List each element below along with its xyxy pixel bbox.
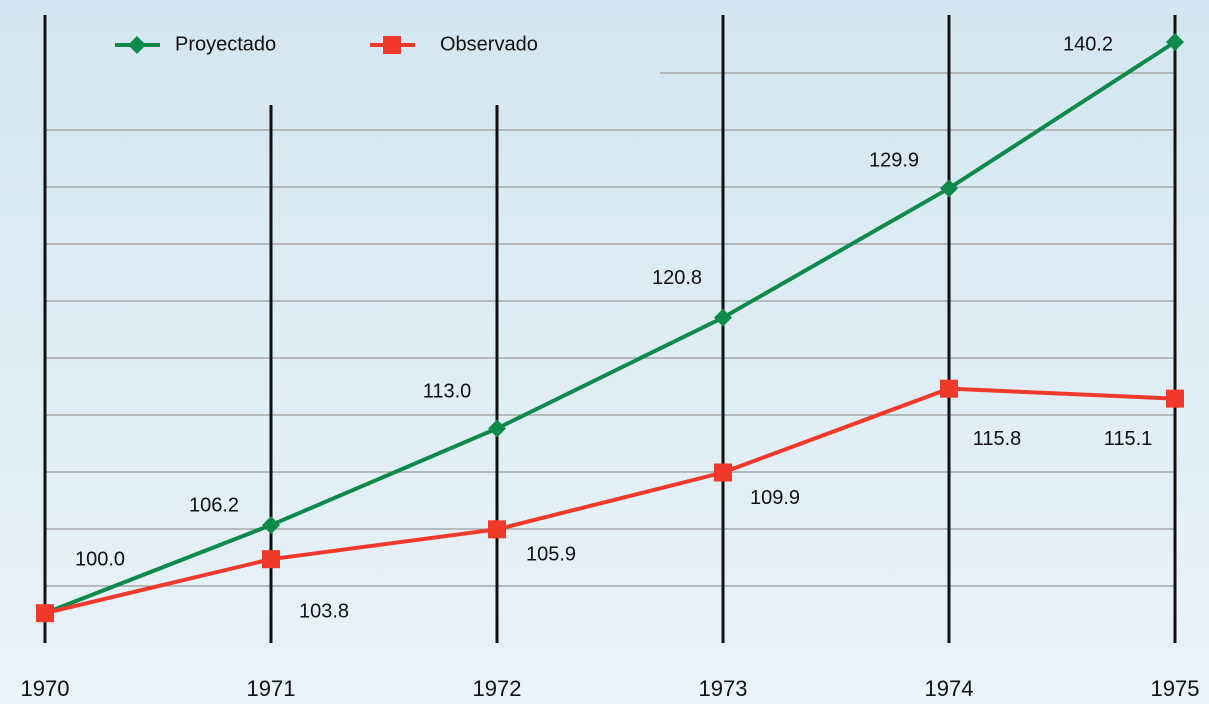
data-label: 115.8 (973, 428, 1022, 450)
marker (940, 179, 958, 198)
legend-label: Observado (440, 33, 538, 55)
x-tick-label: 1970 (21, 676, 70, 701)
series-line (44, 40, 1177, 616)
data-label: 113.0 (423, 381, 472, 403)
marker (128, 36, 146, 54)
marker (262, 550, 280, 569)
data-label: 103.8 (299, 600, 349, 622)
data-label: 100.0 (75, 548, 125, 570)
x-tick-label: 1971 (247, 676, 296, 701)
marker (714, 308, 732, 327)
data-label: 120.8 (652, 267, 702, 289)
data-label: 105.9 (526, 544, 576, 566)
series-line (44, 386, 1176, 616)
data-label: 129.9 (869, 150, 919, 172)
data-label: 109.9 (750, 487, 800, 509)
marker (488, 419, 506, 438)
marker (714, 463, 732, 482)
marker (488, 520, 506, 539)
marker (1166, 32, 1184, 51)
x-tick-label: 1975 (1151, 676, 1200, 701)
x-tick-label: 1972 (473, 676, 522, 701)
marker (36, 604, 54, 623)
marker (262, 516, 280, 535)
x-tick-label: 1973 (699, 676, 748, 701)
marker (383, 36, 401, 54)
legend-label: Proyectado (175, 33, 276, 55)
x-tick-label: 1974 (925, 676, 974, 701)
marker (1166, 389, 1184, 408)
data-label: 140.2 (1063, 33, 1113, 55)
data-label: 115.1 (1104, 428, 1153, 450)
marker (940, 379, 958, 398)
data-label: 106.2 (189, 494, 239, 516)
